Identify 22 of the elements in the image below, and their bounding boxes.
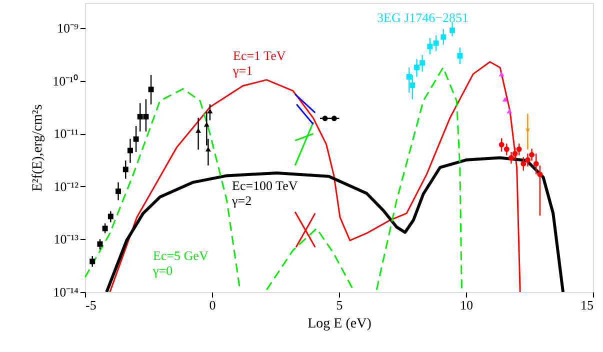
y-tick-label: 10⁻¹¹ [54,126,79,142]
point [502,96,508,102]
y-axis-title: E²f(E),erg/cm²s [30,104,46,192]
y-tick-label: 10⁻¹⁰ [52,73,78,88]
series-label: Ec=1 TeV γ=1 [232,48,286,78]
line-series [105,156,565,292]
series-label: 3EG J1746−2851 [377,10,468,25]
y-tick-label: 10⁻¹² [54,178,79,194]
point [506,108,512,114]
x-tick-label: 10 [460,298,473,312]
y-tick-label: 10⁻¹³ [54,232,79,247]
x-tick-label: -5 [86,298,96,312]
x-tick-label: 15 [580,298,594,312]
x-axis-title: Log E (eV) [308,316,372,332]
line-series [109,61,521,292]
series-label: Ec=5 GeV γ=0 [152,248,209,278]
series-label: Ec=100 TeV γ=2 [231,178,298,208]
y-tick-label: 10⁻⁹ [56,20,79,36]
y-tick-label: 10⁻¹⁴ [53,284,79,300]
x-tick-label: 5 [336,298,343,312]
point [498,72,504,76]
x-tick-label: 0 [209,298,216,312]
